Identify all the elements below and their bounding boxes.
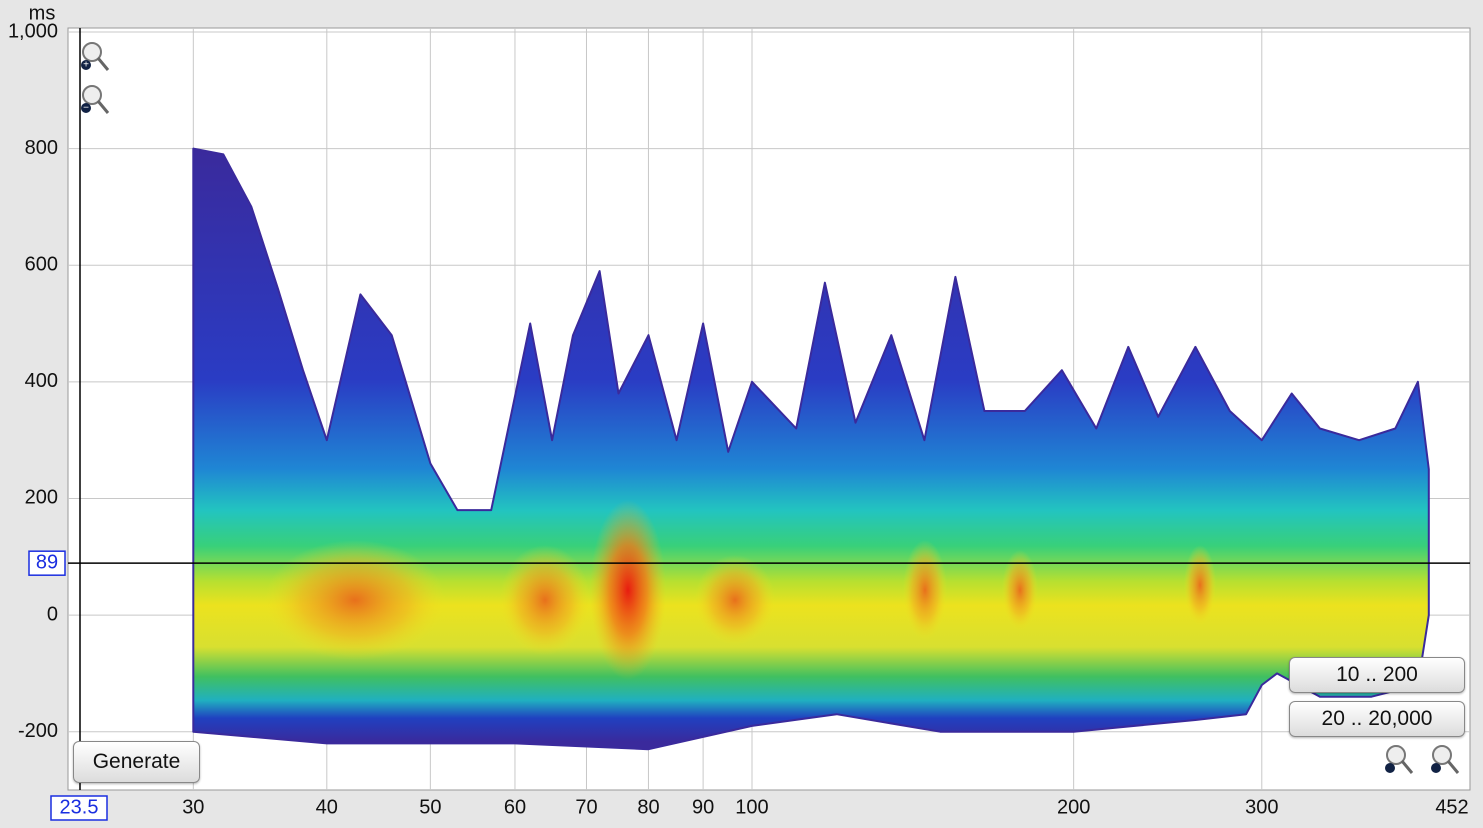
cursor-box	[50, 795, 108, 821]
generate-button[interactable]: Generate	[73, 741, 200, 783]
hot-spot	[265, 540, 445, 660]
hot-spot	[500, 545, 590, 655]
y-tick-label: -200	[18, 720, 58, 742]
x-tick-label: 70	[575, 796, 597, 818]
y-tick-label: 800	[25, 137, 58, 159]
x-tick-label: 90	[692, 796, 714, 818]
x-tick-label: 200	[1057, 796, 1090, 818]
y-tick-label: 400	[25, 370, 58, 392]
x-max-label: 452	[1435, 796, 1468, 818]
x-tick-label: 40	[316, 796, 338, 818]
x-tick-label: 60	[504, 796, 526, 818]
hot-spot	[590, 500, 666, 680]
range-button[interactable]: 20 .. 20,000	[1289, 701, 1465, 737]
y-tick-label: 1,000	[8, 20, 58, 42]
cursor-box	[28, 550, 66, 576]
y-tick-label: 600	[25, 254, 58, 276]
cursor-y-label: 89	[36, 551, 58, 573]
hot-spots	[265, 500, 1216, 680]
hot-spot	[695, 555, 775, 645]
cursor-x-label: 23.5	[60, 796, 99, 818]
hot-spot	[1002, 550, 1038, 630]
hot-spot	[903, 540, 947, 640]
x-tick-label: 30	[182, 796, 204, 818]
x-tick-label: 100	[735, 796, 768, 818]
y-unit: ms	[29, 2, 56, 24]
x-tick-label: 80	[637, 796, 659, 818]
x-tick-label: 50	[419, 796, 441, 818]
x-tick-label: 300	[1245, 796, 1278, 818]
hot-spot	[1184, 545, 1216, 625]
y-tick-label: 0	[47, 603, 58, 625]
range-button[interactable]: 10 .. 200	[1289, 657, 1465, 693]
y-tick-label: 200	[25, 487, 58, 509]
